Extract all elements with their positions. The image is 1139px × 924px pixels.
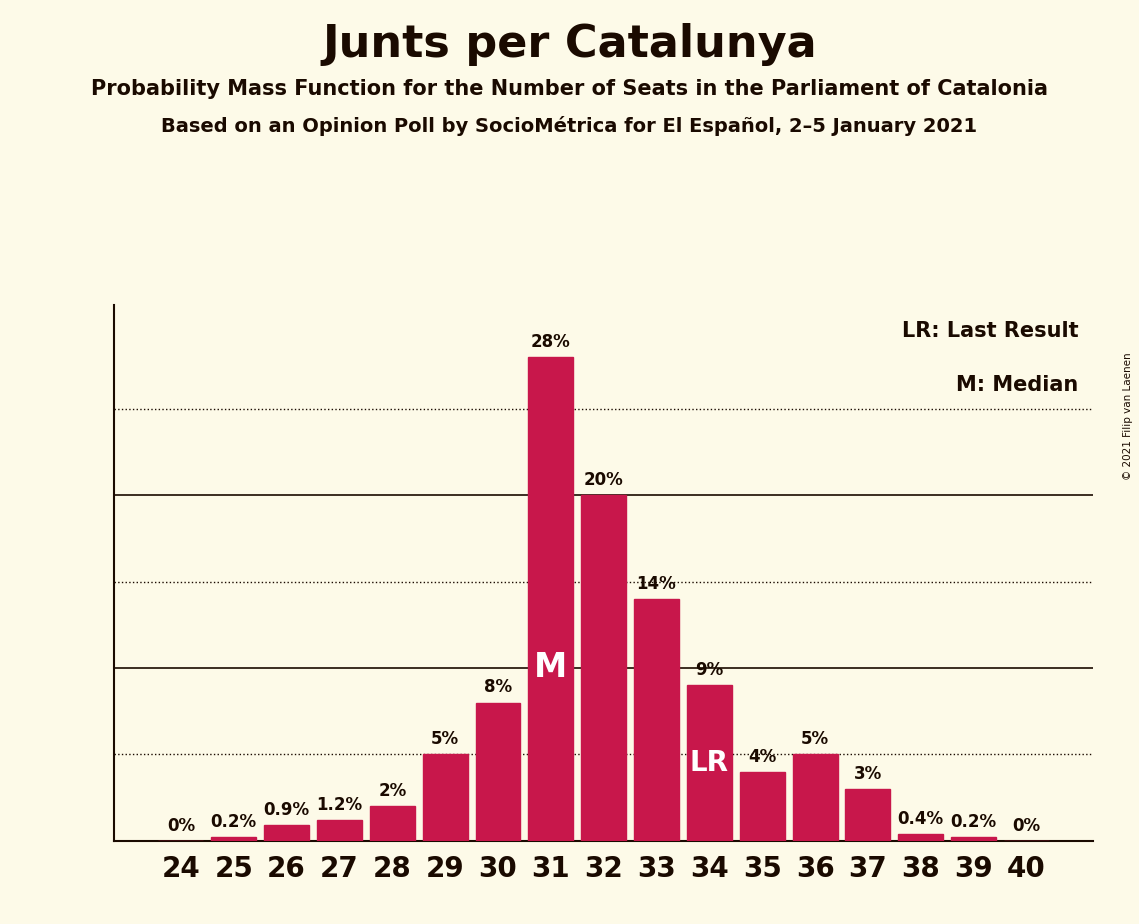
Text: Based on an Opinion Poll by SocioMétrica for El Español, 2–5 January 2021: Based on an Opinion Poll by SocioMétrica… <box>162 116 977 136</box>
Text: M: M <box>534 651 567 685</box>
Text: 0.2%: 0.2% <box>211 813 256 832</box>
Bar <box>687 686 732 841</box>
Text: 2%: 2% <box>378 783 407 800</box>
Text: 5%: 5% <box>431 730 459 748</box>
Text: 8%: 8% <box>484 678 513 697</box>
Text: 0%: 0% <box>1013 817 1041 834</box>
Text: 20%: 20% <box>584 471 623 489</box>
Text: LR: LR <box>690 749 729 777</box>
Bar <box>317 821 362 841</box>
Text: 0%: 0% <box>166 817 195 834</box>
Text: © 2021 Filip van Laenen: © 2021 Filip van Laenen <box>1123 352 1133 480</box>
Text: LR: Last Result: LR: Last Result <box>902 321 1079 341</box>
Text: 5%: 5% <box>801 730 829 748</box>
Text: 0.9%: 0.9% <box>263 801 310 820</box>
Bar <box>423 754 468 841</box>
Text: 0.2%: 0.2% <box>951 813 997 832</box>
Bar <box>211 837 256 841</box>
Text: Junts per Catalunya: Junts per Catalunya <box>322 23 817 67</box>
Text: 9%: 9% <box>695 662 723 679</box>
Text: 1.2%: 1.2% <box>317 796 362 814</box>
Text: M: Median: M: Median <box>957 374 1079 395</box>
Bar <box>951 837 997 841</box>
Bar <box>528 357 573 841</box>
Text: 4%: 4% <box>748 748 777 766</box>
Text: 0.4%: 0.4% <box>898 809 944 828</box>
Text: 28%: 28% <box>531 333 571 351</box>
Bar <box>899 834 943 841</box>
Text: Probability Mass Function for the Number of Seats in the Parliament of Catalonia: Probability Mass Function for the Number… <box>91 79 1048 99</box>
Bar <box>264 825 309 841</box>
Bar <box>475 702 521 841</box>
Bar <box>634 599 679 841</box>
Text: 3%: 3% <box>854 765 882 783</box>
Bar <box>739 772 785 841</box>
Text: 14%: 14% <box>637 575 677 593</box>
Bar <box>370 807 415 841</box>
Bar <box>581 495 626 841</box>
Bar <box>845 789 891 841</box>
Bar <box>793 754 837 841</box>
